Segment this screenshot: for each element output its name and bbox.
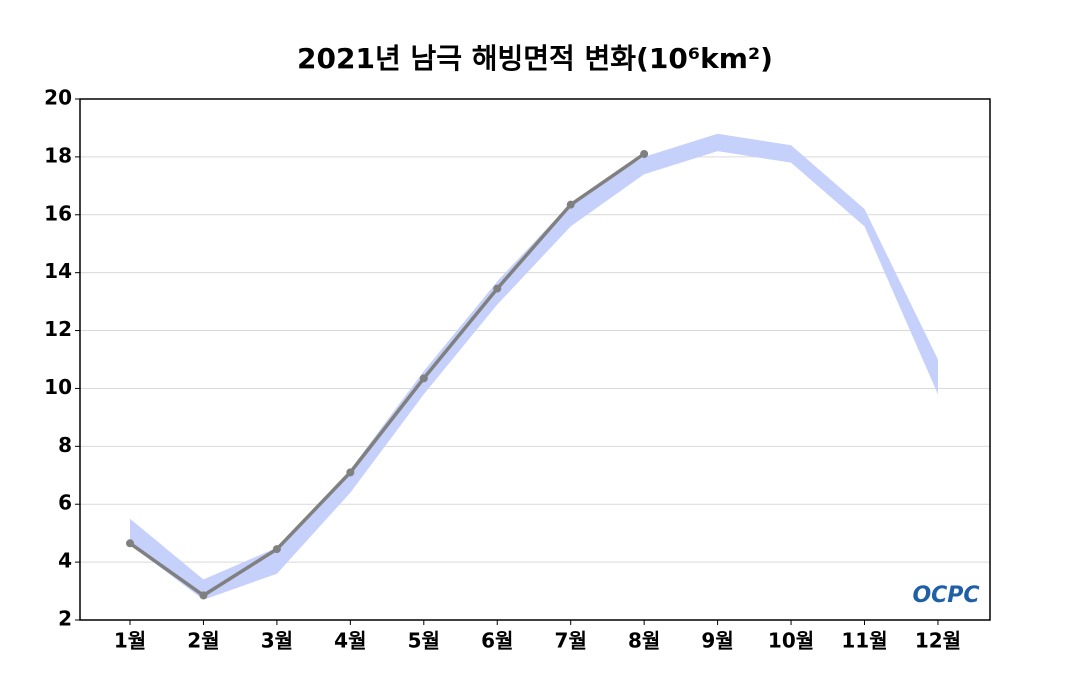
y-tick-label: 16 xyxy=(44,201,72,225)
y-tick-label: 12 xyxy=(44,317,72,341)
x-tick-label: 6월 xyxy=(481,629,513,653)
data-point xyxy=(346,468,355,477)
y-tick-label: 18 xyxy=(44,143,72,167)
y-tick-label: 20 xyxy=(44,86,72,110)
logo: OCPC xyxy=(912,583,979,608)
chart-title: 2021년 남극 해빙면적 변화(10⁶km²) xyxy=(297,42,773,75)
x-tick-label: 7월 xyxy=(555,629,587,653)
x-tick-label: 8월 xyxy=(628,629,660,653)
y-tick-label: 2 xyxy=(58,607,72,631)
data-line xyxy=(128,152,646,598)
x-tick-label: 3월 xyxy=(261,629,293,653)
x-tick-label: 5월 xyxy=(408,629,440,653)
y-tick-label: 4 xyxy=(58,549,72,573)
x-tick-label: 11월 xyxy=(841,629,887,653)
y-tick-label: 14 xyxy=(44,259,72,283)
x-tick-label: 2월 xyxy=(187,629,219,653)
data-point xyxy=(419,374,428,383)
data-point xyxy=(640,149,649,158)
x-tick-label: 1월 xyxy=(114,629,146,653)
plot-frame xyxy=(79,98,991,621)
y-tick-label: 10 xyxy=(44,375,72,399)
plot-area: 2 4 6 8 10 12 14 16 18 20 1월 2월 3월 4월 5월 6월 7월 8월 9월 10월 11월… xyxy=(44,86,990,653)
data-point xyxy=(126,539,134,548)
y-tick-label: 6 xyxy=(58,491,72,515)
data-point xyxy=(199,591,208,600)
x-tick-label: 10월 xyxy=(768,629,814,653)
y-tick-label: 8 xyxy=(58,433,72,457)
data-point xyxy=(493,284,502,293)
data-point xyxy=(272,545,281,554)
x-tick-label: 12월 xyxy=(915,629,961,653)
x-tick-label: 9월 xyxy=(701,629,733,653)
x-tick-label: 4월 xyxy=(334,629,366,653)
range-band xyxy=(130,133,938,600)
data-point xyxy=(566,200,575,209)
